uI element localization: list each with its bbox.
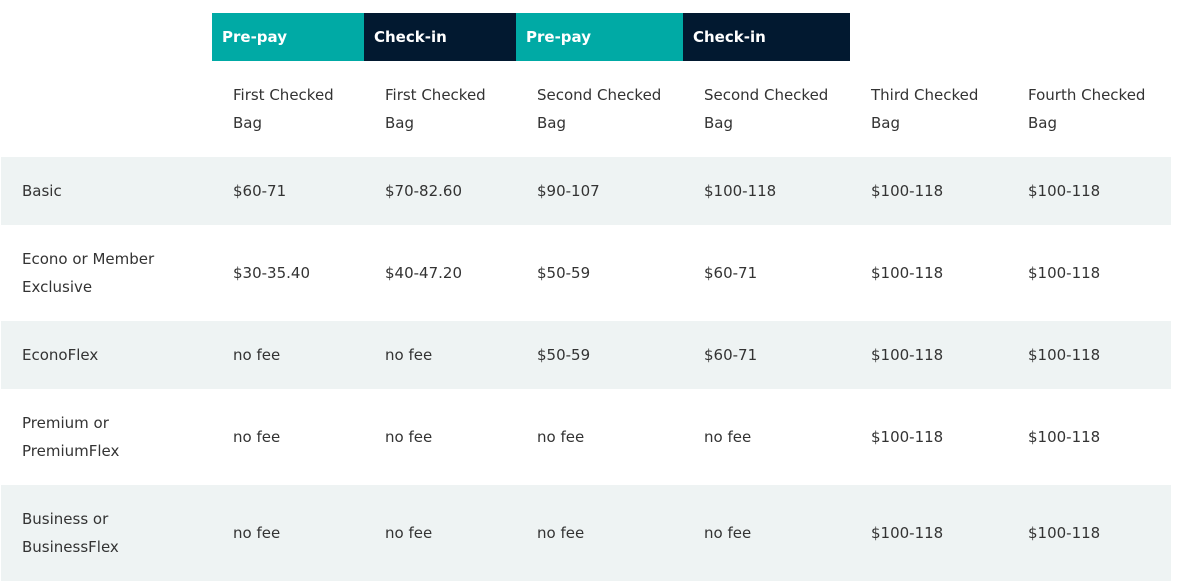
- fee-cell: $30-35.40: [233, 264, 310, 282]
- column-header: First Checked Bag: [233, 86, 334, 132]
- fee-cell: $90-107: [516, 157, 683, 225]
- fee-cell: no fee: [212, 485, 364, 581]
- fee-cell: $60-71: [704, 264, 758, 282]
- column-header: First Checked Bag: [385, 86, 486, 132]
- column-header: Fourth Checked Bag: [1028, 86, 1146, 132]
- column-header-row: First Checked Bag First Checked Bag Seco…: [1, 61, 1171, 157]
- column-header: Second Checked Bag: [704, 86, 829, 132]
- fee-cell: $60-71: [212, 157, 364, 225]
- fee-cell: no fee: [537, 428, 585, 446]
- fee-cell: no fee: [704, 428, 752, 446]
- band-prepay: Pre-pay: [516, 13, 683, 61]
- fare-type: Basic: [1, 157, 212, 225]
- fee-cell: no fee: [364, 485, 516, 581]
- band-checkin: Check-in: [683, 13, 850, 61]
- fare-type: EconoFlex: [1, 321, 212, 389]
- fare-type: Econo or Member Exclusive: [22, 250, 155, 296]
- table-row: EconoFlex no fee no fee $50-59 $60-71 $100-11…: [1, 321, 1171, 389]
- fee-cell: $100-118: [850, 321, 1007, 389]
- fare-type: Business or BusinessFlex: [1, 485, 212, 581]
- fee-cell: $100-118: [1007, 157, 1171, 225]
- fee-cell: $100-118: [1007, 321, 1171, 389]
- fee-cell: $100-118: [850, 485, 1007, 581]
- fee-cell: no fee: [683, 485, 850, 581]
- fee-cell: no fee: [364, 321, 516, 389]
- fee-cell: $60-71: [683, 321, 850, 389]
- payment-type-header-row: Pre-pay Check-in Pre-pay Check-in: [1, 13, 1171, 61]
- band-checkin: Check-in: [364, 13, 516, 61]
- table-row: Business or BusinessFlex no fee no fee no f…: [1, 485, 1171, 581]
- fee-cell: $100-118: [871, 428, 944, 446]
- fee-cell: $50-59: [537, 264, 591, 282]
- table-row: Basic $60-71 $70-82.60 $90-107 $100-118 $100-…: [1, 157, 1171, 225]
- table-row: Premium or PremiumFlex no fee no fee no fee…: [1, 389, 1171, 485]
- fee-cell: $70-82.60: [364, 157, 516, 225]
- fee-cell: no fee: [212, 321, 364, 389]
- fee-cell: $50-59: [516, 321, 683, 389]
- fee-cell: $100-118: [1028, 428, 1101, 446]
- fee-cell: $100-118: [1007, 485, 1171, 581]
- band-prepay: Pre-pay: [212, 13, 364, 61]
- fee-cell: $40-47.20: [385, 264, 462, 282]
- column-header: Third Checked Bag: [871, 86, 979, 132]
- fee-cell: $100-118: [683, 157, 850, 225]
- column-header: Second Checked Bag: [537, 86, 662, 132]
- fee-cell: no fee: [385, 428, 433, 446]
- fee-cell: $100-118: [850, 157, 1007, 225]
- table-row: Econo or Member Exclusive $30-35.40 $40-47…: [1, 225, 1171, 321]
- fee-cell: $100-118: [1028, 264, 1101, 282]
- fee-cell: $100-118: [871, 264, 944, 282]
- baggage-fee-table: Pre-pay Check-in Pre-pay Check-in First …: [1, 13, 1171, 581]
- fee-cell: no fee: [516, 485, 683, 581]
- fee-cell: no fee: [233, 428, 281, 446]
- fare-type: Premium or PremiumFlex: [22, 414, 120, 460]
